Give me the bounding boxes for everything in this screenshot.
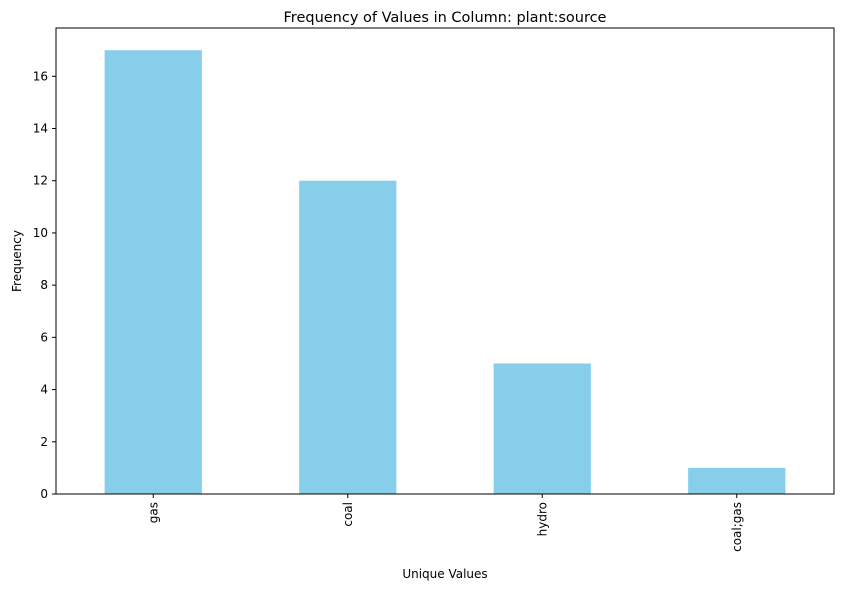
y-tick-label: 14 — [33, 122, 48, 136]
y-axis-ticks: 0 2 4 6 8 10 12 14 16 — [33, 69, 56, 501]
x-tick-label: hydro — [535, 502, 549, 536]
y-tick-label: 8 — [40, 278, 48, 292]
x-axis-label: Unique Values — [402, 567, 487, 581]
y-tick-label: 6 — [40, 330, 48, 344]
y-tick-label: 10 — [33, 226, 48, 240]
bar-coal-gas — [688, 467, 786, 494]
bar-gas — [104, 50, 202, 494]
y-tick-label: 2 — [40, 435, 48, 449]
bar-hydro — [493, 363, 591, 494]
x-axis-ticks: gas coal hydro coal;gas — [146, 494, 744, 552]
y-tick-label: 12 — [33, 174, 48, 188]
chart-title: Frequency of Values in Column: plant:sou… — [284, 10, 607, 26]
x-tick-label: coal;gas — [730, 502, 744, 552]
plot-frame — [55, 27, 835, 495]
x-tick-label: coal — [341, 502, 355, 527]
bars-group — [104, 50, 786, 494]
y-tick-label: 16 — [33, 69, 48, 83]
y-axis-label: Frequency — [10, 230, 24, 292]
x-tick-label: gas — [146, 502, 160, 523]
y-tick-label: 4 — [40, 383, 48, 397]
y-tick-label: 0 — [40, 487, 48, 501]
bar-coal — [299, 180, 397, 494]
